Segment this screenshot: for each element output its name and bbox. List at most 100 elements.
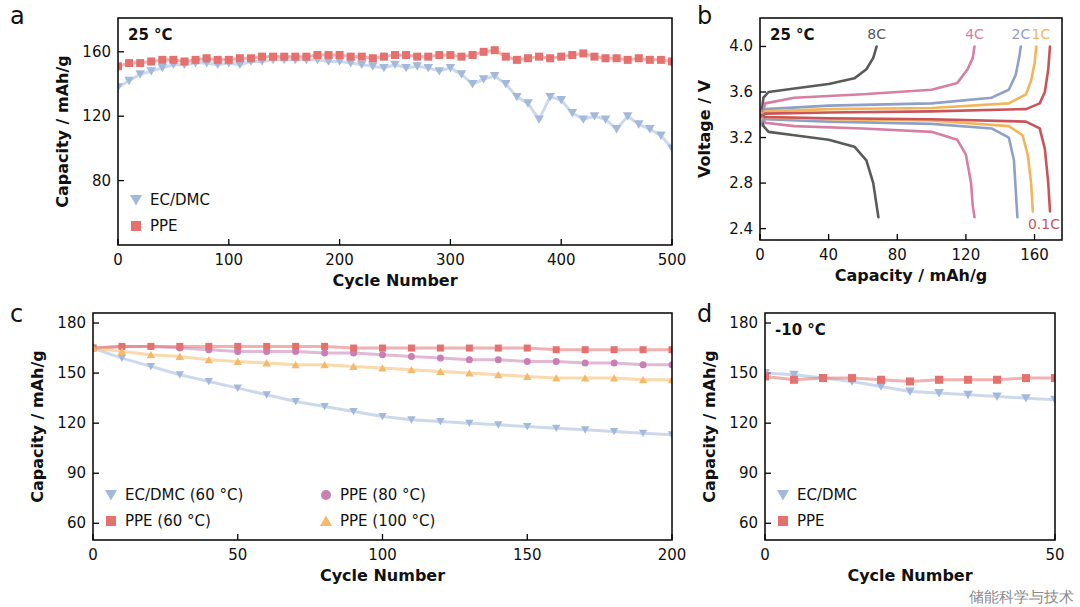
data-point	[611, 346, 618, 353]
x-tick-label: 160	[1020, 246, 1049, 264]
data-point	[610, 374, 618, 381]
legend-label: EC/DMC	[797, 486, 857, 504]
data-point	[640, 346, 647, 353]
x-tick-label: 80	[888, 246, 907, 264]
curve-label: 1C	[1031, 26, 1050, 42]
series-line	[118, 60, 672, 149]
legend-marker	[105, 490, 117, 501]
data-point	[590, 112, 600, 120]
data-point	[379, 64, 389, 72]
data-point	[610, 428, 618, 435]
data-point	[557, 53, 565, 61]
y-tick-label: 3.2	[729, 129, 753, 147]
data-point	[552, 374, 560, 381]
x-tick-label: 200	[658, 546, 687, 564]
data-point	[534, 115, 544, 123]
data-point	[437, 345, 444, 352]
data-point	[468, 80, 478, 88]
data-point	[490, 72, 500, 80]
data-point	[656, 132, 666, 140]
data-point	[502, 53, 510, 61]
data-point	[192, 56, 200, 64]
data-point	[412, 62, 422, 70]
data-point	[147, 57, 155, 65]
series-line	[760, 46, 1021, 217]
data-point	[993, 376, 1001, 384]
y-tick-label: 180	[57, 314, 86, 332]
curve-label: 8C	[867, 26, 886, 42]
plot-data	[93, 343, 672, 439]
data-point	[423, 64, 433, 72]
data-point	[147, 343, 154, 350]
data-point	[602, 54, 610, 62]
data-point	[118, 348, 126, 355]
background	[0, 0, 1080, 607]
x-tick	[1034, 234, 1035, 240]
watermark: 储能科学与技术	[969, 588, 1074, 606]
data-point	[263, 391, 271, 398]
x-tick-label: 200	[325, 251, 354, 269]
data-point	[176, 353, 184, 360]
data-point	[280, 53, 288, 61]
y-tick-label: 180	[729, 314, 758, 332]
data-point	[263, 359, 271, 366]
plot-frame	[118, 18, 672, 245]
legend-marker	[130, 195, 142, 206]
data-point	[469, 51, 477, 59]
plot-data	[765, 369, 1055, 404]
data-point	[639, 376, 647, 383]
x-tick-label: 100	[368, 546, 397, 564]
data-point	[205, 356, 213, 363]
data-point	[657, 56, 665, 64]
data-point	[639, 430, 647, 437]
curve-label: 2C	[1011, 26, 1030, 42]
plot-frame	[760, 18, 1062, 240]
data-point	[413, 53, 421, 61]
data-point	[579, 115, 589, 123]
data-point	[247, 54, 255, 62]
data-point	[963, 391, 973, 399]
data-point	[552, 425, 560, 432]
legend-marker	[778, 516, 788, 526]
data-point	[358, 53, 366, 61]
series-line	[760, 46, 974, 217]
x-axis-label: Cycle Number	[847, 566, 972, 585]
y-tick-label: 2.8	[729, 174, 753, 192]
data-point	[612, 125, 622, 133]
data-point	[147, 351, 155, 358]
y-tick	[765, 423, 771, 424]
data-point	[848, 374, 856, 382]
y-tick	[93, 423, 99, 424]
x-axis-label: Cycle Number	[332, 271, 457, 290]
y-axis-label: Capacity / mAh/g	[28, 350, 47, 503]
data-point	[390, 61, 400, 69]
series-line	[93, 348, 672, 435]
x-tick	[228, 239, 229, 245]
legend-label: EC/DMC	[150, 191, 210, 209]
data-point	[512, 93, 522, 101]
x-tick	[237, 534, 238, 540]
x-tick	[527, 534, 528, 540]
y-tick	[765, 322, 771, 323]
x-tick-label: 0	[88, 546, 98, 564]
data-point	[368, 62, 378, 70]
x-tick-label: 100	[214, 251, 243, 269]
data-point	[380, 53, 388, 61]
data-point	[378, 364, 386, 371]
data-point	[349, 363, 357, 370]
data-point	[495, 356, 502, 363]
data-point	[906, 377, 914, 385]
panel-label: d	[697, 300, 712, 328]
data-point	[118, 355, 126, 362]
annotation: 25 °C	[770, 26, 815, 44]
y-tick	[93, 372, 99, 373]
x-tick-label: 400	[547, 251, 576, 269]
data-point	[818, 374, 828, 382]
data-point	[479, 75, 489, 83]
data-point	[225, 56, 233, 64]
y-tick-label: 150	[57, 364, 86, 382]
data-point	[446, 64, 456, 72]
x-tick-label: 150	[513, 546, 542, 564]
y-tick	[118, 180, 124, 181]
series-line	[760, 46, 878, 217]
